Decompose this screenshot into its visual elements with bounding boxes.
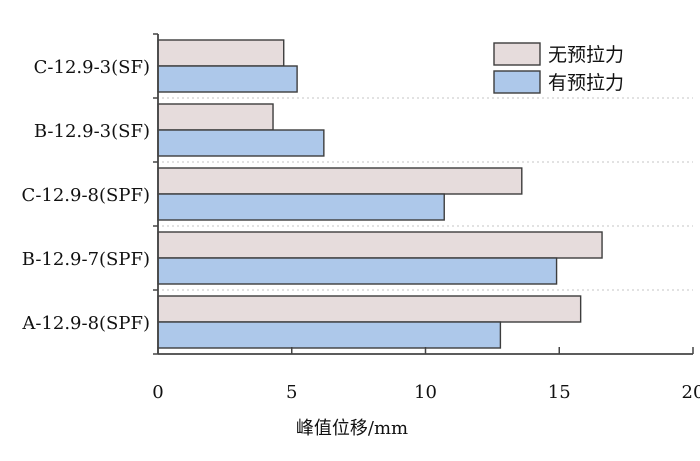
x-tick-label: 5	[286, 382, 297, 403]
axes	[153, 33, 694, 355]
bar	[157, 321, 502, 349]
y-tick-label: A-12.9-8(SPF)	[21, 313, 150, 334]
x-tick-label: 15	[548, 382, 571, 403]
bars	[157, 39, 603, 349]
x-tick-label: 10	[414, 382, 437, 403]
legend-label-1: 有预拉力	[548, 72, 624, 94]
bar	[157, 103, 274, 131]
y-tick-label: B-12.9-7(SPF)	[22, 249, 150, 270]
x-tick-label: 0	[152, 382, 163, 403]
grid-lines	[162, 97, 693, 291]
legend-swatch-1	[493, 70, 541, 94]
y-tick-label: C-12.9-8(SPF)	[22, 185, 150, 206]
bar	[157, 129, 325, 157]
legend: 无预拉力 有预拉力	[493, 42, 624, 94]
y-tick-label: C-12.9-3(SF)	[34, 57, 150, 78]
x-tick-label: 20	[682, 382, 700, 403]
bar	[157, 193, 445, 221]
y-tick-label: B-12.9-3(SF)	[34, 121, 150, 142]
x-tick-labels: 0 5 10 15 20	[152, 382, 700, 403]
legend-swatch-0	[493, 42, 541, 66]
legend-label-0: 无预拉力	[548, 44, 624, 66]
bar	[157, 65, 298, 93]
bar	[157, 167, 523, 195]
x-axis-title: 峰值位移/mm	[296, 418, 408, 439]
y-tick-labels: C-12.9-3(SF) B-12.9-3(SF) C-12.9-8(SPF) B-1…	[21, 57, 150, 334]
bar	[157, 295, 582, 323]
bar	[157, 257, 558, 285]
bar	[157, 39, 285, 67]
bar	[157, 231, 603, 259]
